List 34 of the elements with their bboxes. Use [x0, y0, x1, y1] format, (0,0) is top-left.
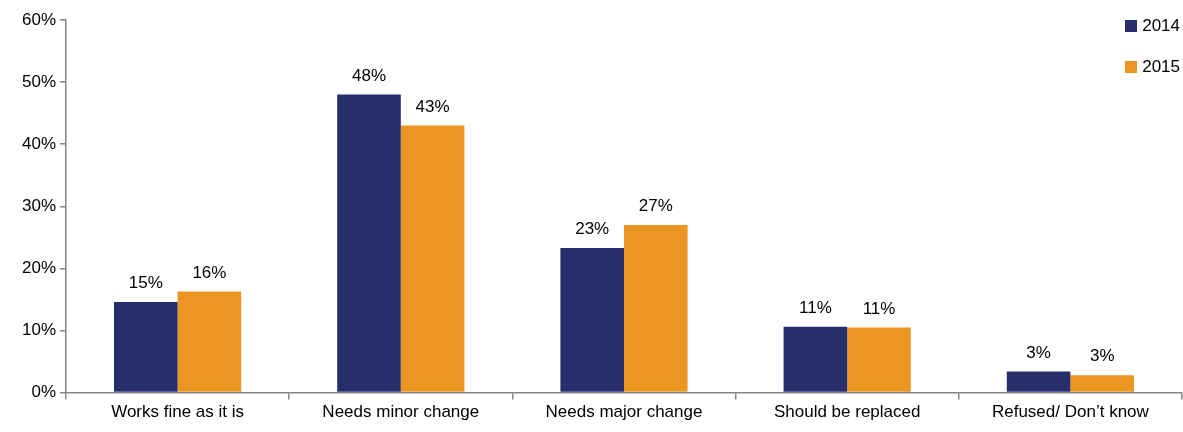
data-label: 48%	[351, 65, 387, 85]
x-tick-label: Needs major change	[545, 402, 703, 422]
data-label: 27%	[638, 196, 673, 216]
legend-label: 2014	[1142, 16, 1180, 36]
bar	[1006, 371, 1071, 392]
bar	[177, 291, 242, 392]
bar	[113, 301, 178, 392]
data-label: 3%	[1089, 346, 1115, 366]
y-tick-label: 30%	[21, 195, 56, 215]
bar	[560, 247, 624, 392]
y-tick-label: 50%	[21, 71, 56, 91]
x-tick-label: Should be replaced	[773, 402, 921, 422]
bar	[1070, 375, 1135, 392]
data-label: 23%	[575, 219, 610, 239]
bar	[400, 125, 465, 392]
data-label: 43%	[415, 96, 450, 116]
bar	[783, 326, 848, 392]
y-tick-label: 10%	[21, 320, 56, 340]
y-tick-label: 20%	[21, 258, 56, 278]
data-label: 15%	[128, 273, 163, 293]
x-tick-label: Refused/ Don’t know	[991, 402, 1150, 422]
bar	[847, 327, 911, 392]
y-tick-label: 60%	[21, 9, 56, 29]
data-label: 16%	[192, 262, 227, 282]
data-label: 3%	[1026, 342, 1051, 362]
y-tick-label: 0%	[31, 382, 56, 402]
bar	[337, 94, 401, 392]
legend-label: 2015	[1142, 57, 1180, 77]
data-label: 11%	[799, 297, 832, 317]
data-label: 11%	[862, 298, 896, 318]
x-tick-label: Works fine as it is	[111, 402, 245, 422]
y-tick-label: 40%	[21, 133, 56, 153]
x-tick-label: Needs minor change	[322, 402, 480, 422]
bar	[624, 224, 688, 392]
